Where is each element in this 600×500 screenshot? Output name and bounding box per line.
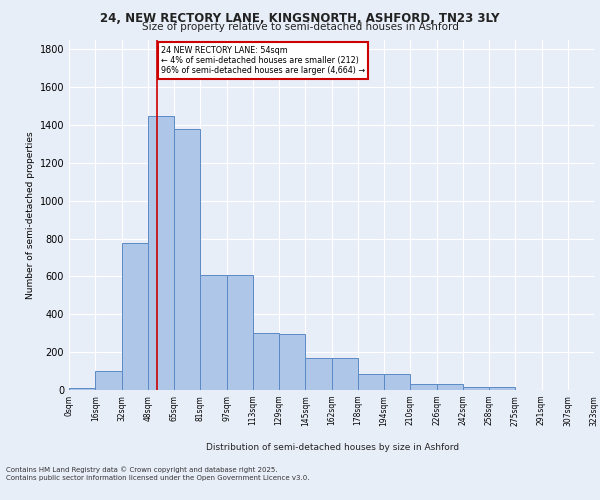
Bar [410,384,437,390]
Bar [95,371,121,390]
Bar [227,274,253,390]
Text: Contains HM Land Registry data © Crown copyright and database right 2025.: Contains HM Land Registry data © Crown c… [6,466,277,472]
Bar [121,244,148,390]
Bar [489,387,515,390]
Text: 24, NEW RECTORY LANE, KINGSNORTH, ASHFORD, TN23 3LY: 24, NEW RECTORY LANE, KINGSNORTH, ASHFOR… [100,12,500,26]
Text: Contains public sector information licensed under the Open Government Licence v3: Contains public sector information licen… [6,475,310,481]
Bar [253,333,279,390]
Bar [384,374,410,390]
Y-axis label: Number of semi-detached properties: Number of semi-detached properties [26,131,35,299]
Bar [437,384,463,390]
Bar [358,374,384,390]
Bar [174,129,200,390]
Bar [305,358,331,390]
Bar [331,358,358,390]
Text: Size of property relative to semi-detached houses in Ashford: Size of property relative to semi-detach… [142,22,458,32]
Bar [200,274,227,390]
Bar [148,116,174,390]
Bar [69,388,95,390]
Bar [463,387,489,390]
Bar [279,334,305,390]
Text: Distribution of semi-detached houses by size in Ashford: Distribution of semi-detached houses by … [206,442,460,452]
Text: 24 NEW RECTORY LANE: 54sqm
← 4% of semi-detached houses are smaller (212)
96% of: 24 NEW RECTORY LANE: 54sqm ← 4% of semi-… [161,46,365,76]
